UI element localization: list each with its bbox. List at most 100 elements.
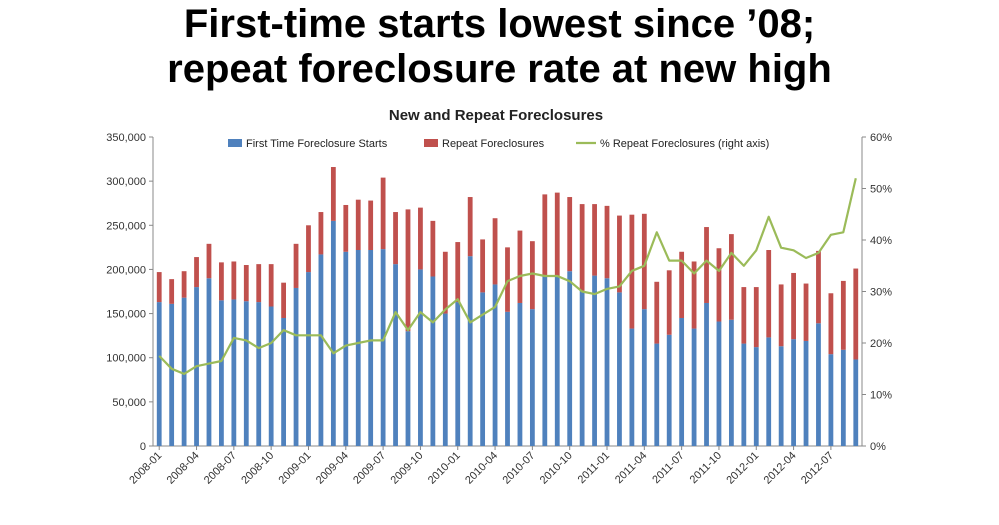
repeat-bar	[318, 212, 324, 255]
y2-tick-label: 60%	[870, 132, 892, 144]
x-tick-label: 2011-01	[576, 450, 612, 486]
first-time-bar	[368, 250, 374, 446]
repeat-bar	[455, 242, 461, 303]
repeat-bar	[791, 272, 796, 340]
headline-line-2: repeat foreclosure rate at new high	[167, 47, 832, 91]
first-time-bar	[816, 323, 821, 446]
first-time-bar	[840, 349, 846, 446]
first-time-bar	[542, 275, 548, 446]
first-time-bar	[529, 309, 535, 446]
repeat-bar	[480, 239, 486, 293]
first-time-bar	[679, 317, 685, 446]
chart-bars	[156, 167, 859, 446]
repeat-bar	[442, 251, 448, 314]
repeat-bar	[368, 200, 374, 251]
legend-label: First Time Foreclosure Starts	[246, 138, 388, 150]
pct-repeat-line	[158, 177, 857, 375]
repeat-bar	[219, 262, 224, 301]
repeat-bar	[529, 241, 535, 310]
legend-label: % Repeat Foreclosures (right axis)	[600, 138, 769, 150]
first-time-bar	[604, 278, 610, 446]
first-time-bar	[654, 343, 660, 446]
first-time-bar	[728, 319, 734, 446]
repeat-bar	[293, 243, 299, 288]
repeat-bar	[169, 279, 175, 304]
y2-tick-label: 40%	[870, 235, 892, 247]
repeat-bar	[505, 247, 510, 312]
x-tick-label: 2008-07	[202, 450, 239, 487]
first-time-bar	[430, 276, 436, 446]
repeat-bar	[517, 230, 523, 303]
repeat-bar	[753, 287, 759, 348]
repeat-bar	[766, 250, 772, 338]
x-tick-label: 2012-07	[799, 450, 836, 487]
repeat-bar	[243, 265, 249, 302]
repeat-bar	[704, 227, 709, 303]
chart-title: New and Repeat Foreclosures	[389, 107, 603, 124]
first-time-bar	[691, 328, 697, 446]
first-time-bar	[480, 292, 486, 446]
x-axis-labels: 2008-01 2008-04 2008-07 2008-10 2009-01 2009-…	[127, 446, 836, 487]
y2-tick-label: 30%	[870, 287, 892, 299]
repeat-bar	[430, 220, 436, 277]
first-time-bar	[641, 309, 647, 446]
x-tick-label: 2010-07	[500, 450, 537, 487]
x-tick-label: 2009-01	[277, 450, 314, 487]
first-time-bar	[393, 264, 398, 446]
y-tick-label: 50,000	[112, 397, 146, 409]
repeat-bar	[679, 251, 685, 318]
x-tick-label: 2009-07	[351, 450, 388, 487]
first-time-bar	[467, 256, 473, 446]
repeat-bar	[654, 281, 660, 344]
x-tick-label: 2008-04	[165, 450, 202, 487]
first-time-bar	[778, 346, 784, 446]
x-tick-label: 2012-01	[724, 450, 761, 487]
first-time-bar	[716, 321, 722, 446]
y2-tick-label: 20%	[870, 338, 892, 350]
repeat-bar	[231, 261, 237, 300]
x-tick-label: 2009-10	[389, 450, 426, 487]
first-time-bar	[281, 317, 287, 446]
legend-swatch	[424, 139, 438, 147]
first-time-bar	[306, 272, 311, 446]
first-time-bar	[318, 254, 324, 446]
repeat-bar	[828, 293, 834, 355]
repeat-bar	[405, 209, 411, 332]
y-tick-label: 250,000	[106, 220, 146, 232]
repeat-bar	[330, 167, 336, 221]
first-time-bar	[753, 347, 759, 446]
legend-label: Repeat Foreclosures	[442, 138, 545, 150]
first-time-bar	[206, 278, 212, 446]
first-time-bar	[741, 343, 747, 446]
y-tick-label: 0	[140, 441, 146, 453]
x-tick-label: 2011-04	[613, 450, 649, 486]
x-tick-label: 2008-01	[127, 450, 164, 487]
repeat-bar	[256, 264, 262, 303]
x-tick-label: 2010-04	[463, 450, 500, 487]
first-time-bar	[517, 302, 523, 446]
repeat-bar	[281, 282, 287, 318]
legend-swatch	[228, 139, 242, 147]
x-tick-label: 2011-10	[688, 450, 724, 486]
first-time-bar	[592, 275, 597, 446]
headline-line-1: First-time starts lowest since ’08;	[183, 2, 816, 46]
first-time-bar	[455, 302, 461, 446]
first-time-bar	[492, 284, 498, 446]
repeat-bar	[418, 207, 423, 270]
first-time-bar	[791, 339, 796, 446]
repeat-bar	[567, 197, 573, 272]
y2-tick-label: 50%	[870, 184, 892, 196]
y-tick-label: 200,000	[106, 264, 146, 276]
first-time-bar	[380, 249, 386, 446]
first-time-bar	[231, 299, 237, 446]
first-time-bar	[853, 359, 859, 446]
x-tick-label: 2010-01	[426, 450, 463, 487]
first-time-bar	[554, 276, 560, 446]
repeat-bar	[803, 283, 809, 341]
repeat-bar	[268, 264, 274, 307]
repeat-bar	[617, 215, 622, 293]
first-time-bar	[629, 328, 635, 446]
first-time-bar	[256, 302, 262, 446]
first-time-bar	[666, 334, 672, 446]
first-time-bar	[505, 311, 510, 446]
